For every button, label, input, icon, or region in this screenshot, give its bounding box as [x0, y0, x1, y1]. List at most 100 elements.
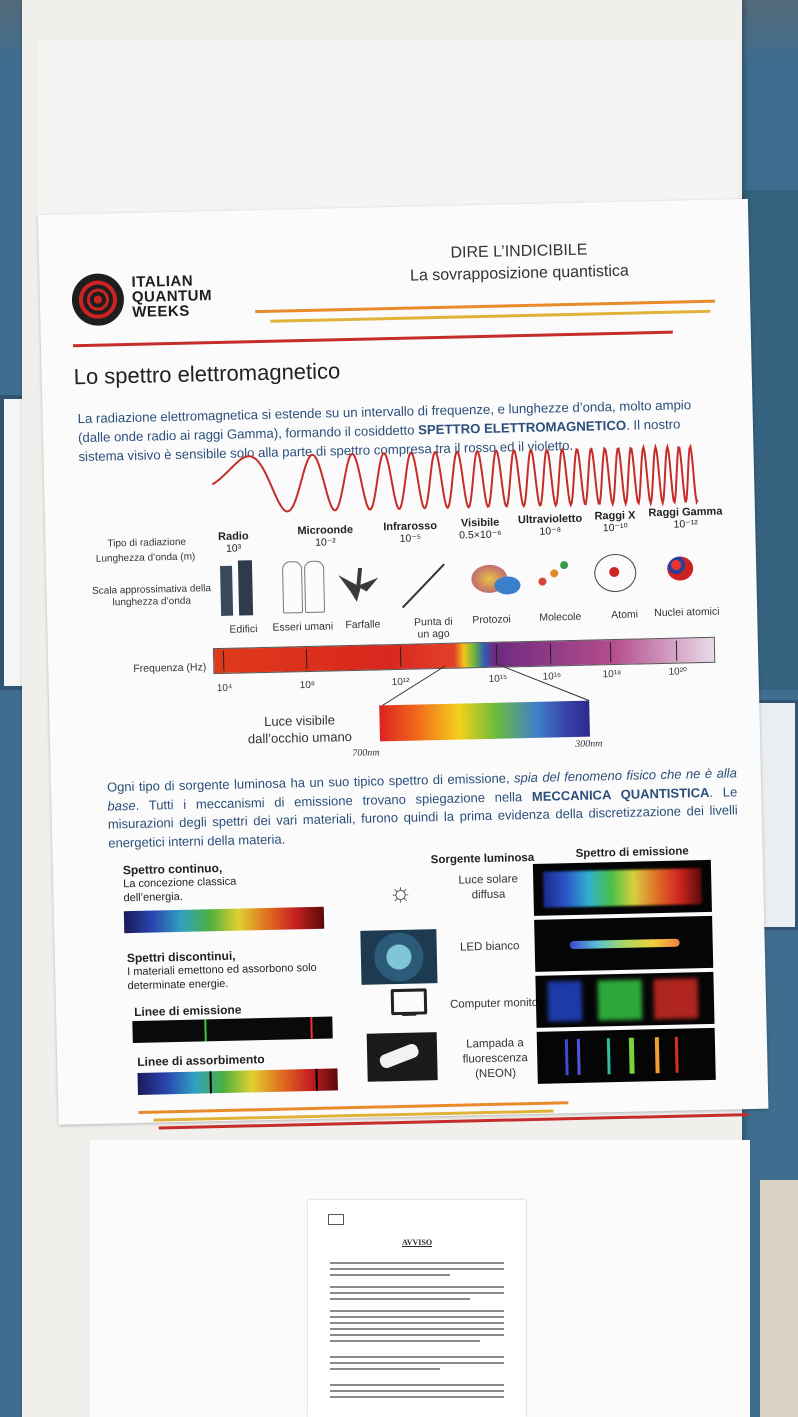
- source-label: Computer monitor: [449, 996, 543, 1011]
- category-name: Radio: [217, 530, 249, 543]
- visible-spectrum-bar: [379, 700, 590, 742]
- category-name: Ultravioletto: [517, 512, 583, 527]
- category-name: Visibile: [460, 516, 500, 530]
- scale-object: Nuclei atomici: [654, 605, 720, 620]
- scale-object: Molecole: [539, 610, 582, 624]
- monitor-stand-icon: [402, 1012, 417, 1016]
- absorption-lines-label: Linee di assorbimento: [137, 1052, 265, 1069]
- category-infrared: Infrarosso 10⁻⁵: [375, 520, 446, 546]
- column-header-spectrum: Spettro di emissione: [575, 845, 689, 860]
- logo-line: WEEKS: [132, 302, 190, 321]
- notice-text-line: [330, 1316, 504, 1318]
- row-label-wavelength: Lunghezza d’onda (m): [95, 551, 196, 565]
- category-name: Infrarosso: [383, 520, 438, 534]
- column-header-source: Sorgente luminosa: [430, 851, 535, 867]
- continuous-spectrum-strip: [123, 906, 325, 934]
- notice-text-line: [330, 1362, 504, 1364]
- humans-icon: [303, 560, 326, 614]
- scale-object: Atomi: [611, 608, 639, 622]
- continuous-title: Spettro continuo,: [122, 860, 223, 878]
- neon-lamp-icon: [366, 1032, 438, 1082]
- notice-text-line: [330, 1340, 480, 1342]
- notice-text-line: [330, 1356, 504, 1358]
- row-label-scale: Scala approssimativa della lunghezza d’o…: [91, 583, 212, 609]
- building-icon: [237, 560, 254, 616]
- emission-line: [204, 1019, 207, 1042]
- emission-paragraph: Ogni tipo di sorgente luminosa ha un suo…: [107, 764, 739, 852]
- sun-cloud-icon: ☼: [388, 876, 413, 908]
- deco-line: [270, 309, 711, 323]
- emission-spectrum-neon: [536, 1027, 716, 1084]
- floor: [760, 1180, 798, 1417]
- source-label: Lampada a fluorescenza (NEON): [462, 1037, 528, 1081]
- needle-icon: [401, 563, 445, 609]
- category-wavelength: 10³: [225, 542, 242, 555]
- wave-illustration: [211, 443, 699, 513]
- notice-text-line: [330, 1292, 504, 1294]
- category-wavelength: 10⁻¹⁰: [602, 521, 628, 535]
- category-radio: Radio 10³: [203, 530, 264, 555]
- absorption-line: [209, 1071, 212, 1094]
- monitor-icon: [390, 988, 428, 1016]
- para-bold: MECCANICA QUANTISTICA: [531, 784, 710, 804]
- notice-text-line: [330, 1384, 504, 1386]
- notice-text-line: [330, 1322, 504, 1324]
- notice-text-line: [330, 1334, 504, 1336]
- notice-text-line: [330, 1328, 504, 1330]
- category-wavelength: 10⁻⁸: [539, 525, 562, 538]
- frequency-label: Frequenza (Hz): [133, 661, 207, 675]
- butterfly-icon: [338, 567, 379, 602]
- emission-lines-strip: [132, 1016, 333, 1044]
- building-icon: [220, 565, 234, 616]
- notice-text-line: [330, 1310, 504, 1312]
- visible-right-label: 300nm: [575, 738, 603, 750]
- category-xray: Raggi X 10⁻¹⁰: [585, 509, 646, 535]
- discrete-label: Spettri discontinui, I materiali emettono…: [127, 946, 338, 993]
- notice-text-line: [330, 1268, 504, 1270]
- deco-line: [72, 330, 673, 348]
- notice-text-line: [330, 1298, 470, 1300]
- emission-line: [310, 1016, 313, 1040]
- freq-tick-label: 10¹⁸: [602, 668, 622, 681]
- emission-spectrum-monitor: [535, 971, 715, 1028]
- source-label: LED bianco: [459, 940, 520, 954]
- zoom-line: [378, 665, 446, 708]
- freq-tick-label: 10⁸: [299, 679, 316, 692]
- category-wavelength: 0.5×10⁻⁶: [459, 528, 502, 542]
- notice-text-line: [330, 1262, 504, 1264]
- category-visible: Visibile 0.5×10⁻⁶: [445, 516, 516, 542]
- humans-icon: [281, 561, 304, 614]
- notice-text-line: [330, 1368, 440, 1370]
- section-title: Lo spettro elettromagnetico: [73, 358, 341, 390]
- wave-path: [211, 443, 699, 513]
- atom-icon: [593, 553, 637, 593]
- freq-tick-label: 10²⁰: [668, 666, 688, 678]
- category-gamma: Raggi Gamma 10⁻¹²: [643, 505, 729, 531]
- scale-object: Punta di un ago: [413, 615, 453, 641]
- category-name: Microonde: [297, 523, 354, 538]
- emission-spectrum-sunlight: [532, 859, 712, 916]
- category-wavelength: 10⁻¹²: [673, 518, 698, 531]
- row-label-type: Tipo di radiazione: [107, 536, 187, 550]
- notice-sheet: AVVISO: [308, 1200, 526, 1417]
- scale-object: Protozoi: [472, 613, 511, 627]
- absorption-line: [315, 1068, 318, 1091]
- category-name: Raggi Gamma: [648, 505, 723, 520]
- header-title: DIRE L’INDICIBILE La sovrapposizione qua…: [369, 238, 670, 289]
- visible-left-label: 700nm: [352, 747, 380, 760]
- nucleus-icon: [666, 556, 694, 581]
- continuous-label: Spettro continuo, La concezione classica …: [123, 860, 284, 906]
- emission-spectrum-led: [534, 915, 714, 972]
- zoom-line: [498, 664, 590, 702]
- category-microwave: Microonde 10⁻²: [285, 524, 366, 550]
- source-label: Luce solare diffusa: [458, 873, 519, 902]
- protozoa-icon: [494, 576, 521, 595]
- intro-bold: SPETTRO ELETTROMAGNETICO: [417, 417, 627, 438]
- notice-title: AVVISO: [401, 1238, 433, 1247]
- category-wavelength: 10⁻⁵: [399, 532, 422, 545]
- led-icon: [360, 929, 438, 985]
- iqw-logo-icon: [71, 273, 125, 327]
- molecule-icon: [538, 561, 569, 590]
- notice-logo-icon: [328, 1214, 344, 1225]
- logo-text: ITALIAN QUANTUM WEEKS: [131, 273, 212, 321]
